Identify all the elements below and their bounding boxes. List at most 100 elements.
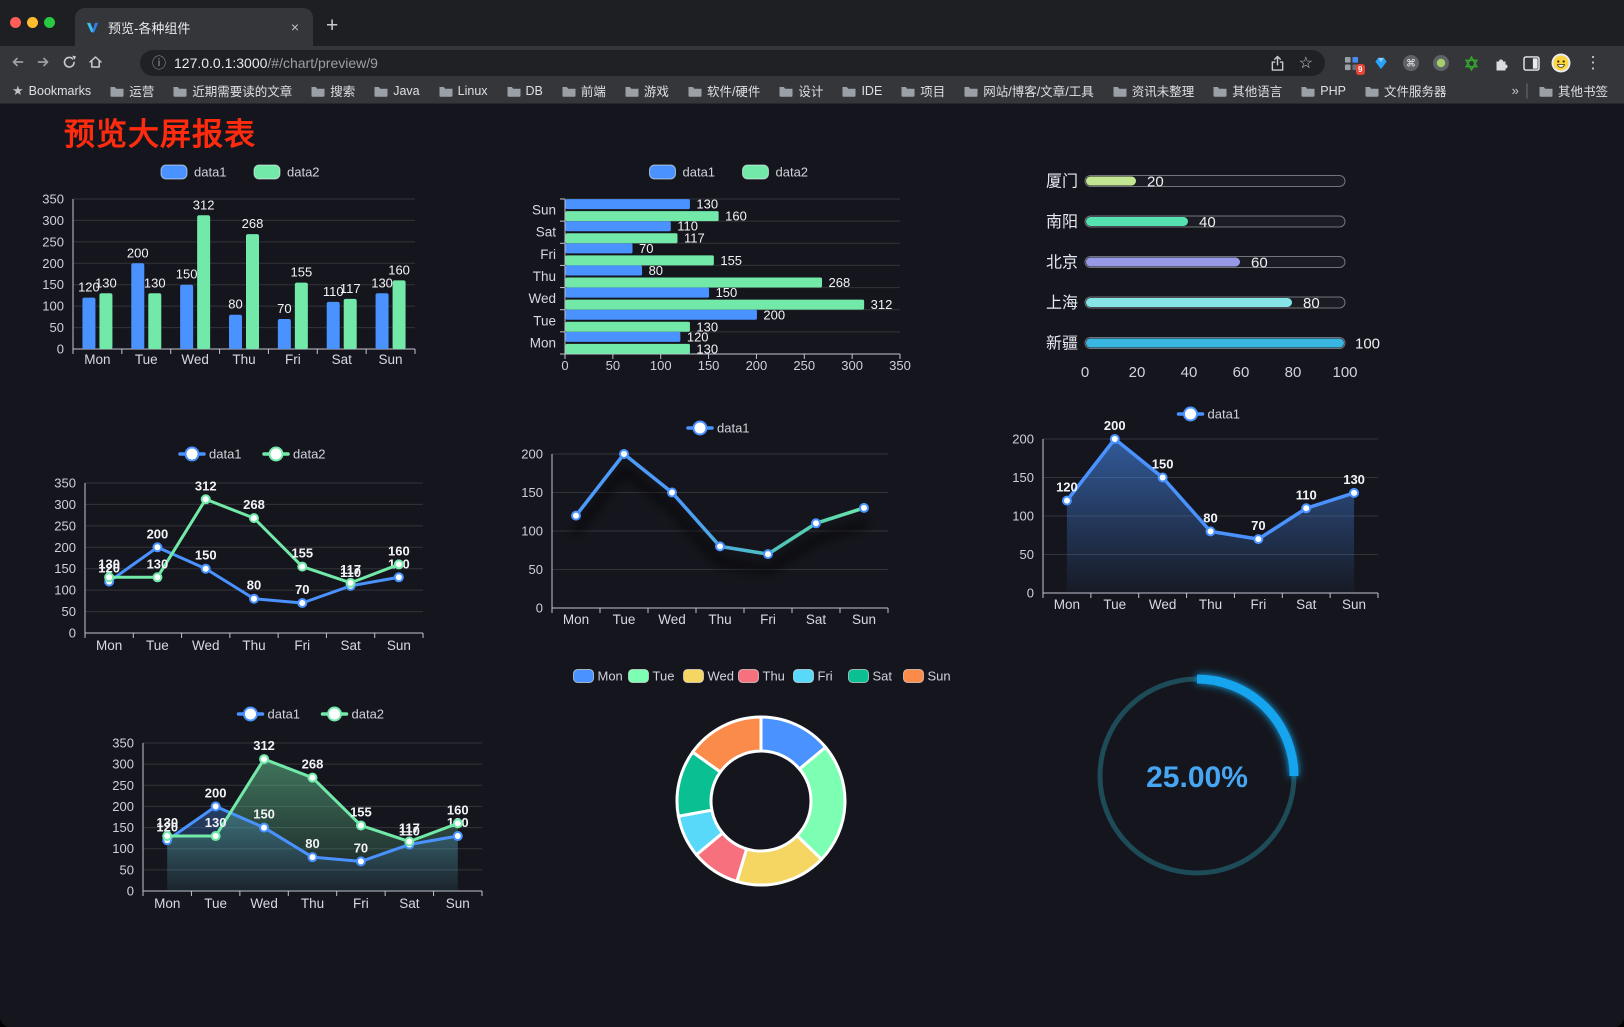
reload-button[interactable]	[61, 54, 78, 70]
minimize-window-button[interactable]	[27, 17, 38, 28]
data-point-marker[interactable]	[249, 593, 259, 604]
area-fill[interactable]	[1066, 439, 1355, 593]
home-button[interactable]	[87, 54, 104, 70]
bar-data1-Sat[interactable]	[326, 301, 340, 349]
site-info-icon[interactable]: ⓘ	[152, 55, 166, 71]
bar-data1-Sat[interactable]	[565, 221, 671, 232]
pie-slice-Sun[interactable]	[691, 715, 763, 774]
tab-close-icon[interactable]: ×	[290, 19, 299, 35]
bookmarks-label[interactable]: Bookmarks	[28, 83, 92, 98]
close-window-button[interactable]	[10, 17, 21, 28]
bookmark-star-icon[interactable]: ☆	[1298, 55, 1313, 72]
bar-data2-Thu[interactable]	[565, 277, 823, 288]
data-point-marker[interactable]	[307, 852, 318, 863]
legend-item-Wed[interactable]: Wed	[683, 669, 735, 684]
bar-data2-Sun[interactable]	[392, 280, 406, 349]
bar-data2-Wed[interactable]	[565, 299, 865, 310]
data-point-marker[interactable]	[452, 818, 463, 829]
bar-data1-Wed[interactable]	[565, 287, 710, 298]
bookmark-folder[interactable]: PHP	[1301, 84, 1346, 98]
zoom-window-button[interactable]	[44, 17, 55, 28]
legend-item-Mon[interactable]: Mon	[573, 669, 623, 684]
bookmark-folder[interactable]: 设计	[779, 81, 823, 100]
data-point-marker[interactable]	[1061, 495, 1072, 506]
data-point-marker[interactable]	[297, 598, 308, 608]
legend-item-data1[interactable]: data1	[1176, 406, 1241, 422]
bookmark-folder[interactable]: 网站/博客/文章/工具	[964, 81, 1094, 100]
data-point-marker[interactable]	[152, 542, 163, 553]
side-panel-icon[interactable]	[1518, 55, 1544, 71]
bookmark-folder[interactable]: 运营	[110, 81, 154, 100]
forward-button[interactable]	[35, 54, 52, 70]
progress-fill-南阳[interactable]	[1086, 217, 1188, 226]
bookmark-folder[interactable]: DB	[507, 84, 543, 98]
bar-data1-Thu[interactable]	[565, 265, 643, 276]
bookmark-folder[interactable]: 搜索	[311, 81, 355, 100]
bar-data2-Wed[interactable]	[197, 215, 211, 349]
bookmark-folder[interactable]: 软件/硬件	[688, 81, 760, 100]
bar-data1-Sun[interactable]	[565, 199, 690, 210]
bar-data2-Fri[interactable]	[294, 282, 308, 349]
legend-item-data1[interactable]: data1	[178, 446, 242, 462]
legend-item-data1[interactable]: data1	[160, 164, 227, 180]
data-point-marker[interactable]	[1157, 472, 1168, 483]
extension-recorder-icon[interactable]	[1428, 54, 1454, 72]
data-point-marker[interactable]	[210, 831, 221, 842]
browser-tab[interactable]: 预览-各种组件 ×	[75, 8, 313, 46]
extensions-puzzle-icon[interactable]	[1488, 55, 1514, 72]
data-point-marker[interactable]	[297, 561, 308, 572]
share-icon[interactable]	[1270, 55, 1285, 72]
back-button[interactable]	[9, 54, 26, 70]
data-point-marker[interactable]	[859, 502, 869, 513]
bookmark-folder[interactable]: 资讯未整理	[1113, 81, 1194, 100]
data-point-marker[interactable]	[667, 487, 677, 498]
data-point-marker[interactable]	[259, 754, 270, 765]
legend-item-data2[interactable]: data2	[742, 164, 809, 180]
progress-fill-上海[interactable]	[1086, 298, 1292, 307]
progress-fill-厦门[interactable]	[1086, 176, 1136, 186]
extension-green-star-icon[interactable]	[1458, 55, 1484, 72]
bar-data2-Fri[interactable]	[565, 255, 714, 266]
legend-item-data1[interactable]: data1	[236, 706, 301, 722]
legend-item-data2[interactable]: data2	[320, 706, 385, 722]
data-point-marker[interactable]	[200, 494, 211, 505]
bar-data2-Tue[interactable]	[148, 293, 162, 349]
bar-data1-Sun[interactable]	[375, 293, 389, 349]
data-point-marker[interactable]	[355, 820, 366, 831]
bar-data1-Tue[interactable]	[131, 263, 145, 349]
bar-data2-Sun[interactable]	[565, 211, 719, 222]
address-bar[interactable]: ⓘ 127.0.0.1:3000 /#/chart/preview/9 ☆	[140, 50, 1325, 76]
bar-data2-Tue[interactable]	[565, 321, 690, 332]
area-fill[interactable]	[167, 759, 458, 891]
data-point-marker[interactable]	[200, 563, 211, 574]
bar-data1-Mon[interactable]	[82, 297, 96, 349]
bookmark-folder[interactable]: 项目	[901, 81, 945, 100]
gauge-progress-arc[interactable]	[1196, 674, 1299, 777]
progress-fill-北京[interactable]	[1086, 257, 1240, 267]
bookmark-folder[interactable]: 其他语言	[1213, 81, 1282, 100]
data-point-marker[interactable]	[1349, 487, 1360, 498]
legend-item-Sun[interactable]: Sun	[903, 669, 951, 684]
extension-command-icon[interactable]: ⌘	[1398, 54, 1424, 72]
legend-item-Thu[interactable]: Thu	[738, 669, 785, 684]
bar-data2-Mon[interactable]	[565, 343, 690, 354]
bookmarks-star-icon[interactable]: ★	[12, 82, 24, 98]
bookmark-folder[interactable]: IDE	[842, 84, 882, 98]
bookmark-folder[interactable]: Java	[374, 84, 420, 98]
data-point-marker[interactable]	[1109, 434, 1120, 444]
bookmark-folder[interactable]: 文件服务器	[1365, 81, 1446, 100]
legend-item-data2[interactable]: data2	[253, 164, 320, 180]
bookmark-folder[interactable]: 游戏	[625, 81, 669, 100]
bar-data1-Fri[interactable]	[565, 243, 633, 254]
legend-item-data2[interactable]: data2	[262, 446, 326, 462]
data-point-marker[interactable]	[763, 549, 773, 560]
bar-data1-Fri[interactable]	[277, 319, 291, 349]
legend-item-data1[interactable]: data1	[649, 164, 716, 180]
bar-data2-Sat[interactable]	[343, 298, 357, 349]
data-point-marker[interactable]	[571, 510, 581, 521]
new-tab-button[interactable]: +	[326, 14, 339, 37]
legend-item-Fri[interactable]: Fri	[793, 669, 833, 684]
data-point-marker[interactable]	[404, 836, 415, 847]
data-point-marker[interactable]	[1301, 503, 1312, 514]
bar-data2-Sat[interactable]	[565, 233, 678, 244]
